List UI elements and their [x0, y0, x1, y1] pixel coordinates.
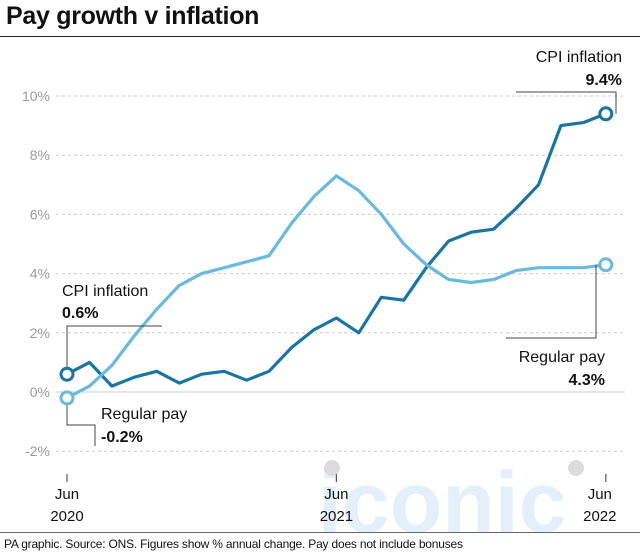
data-point	[492, 228, 495, 230]
data-point	[111, 385, 113, 387]
data-point	[223, 266, 225, 269]
footer-divider	[0, 532, 640, 533]
chart-title: Pay growth v inflation	[6, 2, 260, 30]
series-markers	[59, 106, 614, 406]
end-marker	[598, 106, 614, 122]
data-point	[313, 329, 315, 331]
data-point	[268, 255, 270, 257]
annotation-value: 0.6%	[62, 305, 98, 322]
title-divider	[0, 36, 640, 37]
annotation-leaders	[66, 91, 617, 446]
annotation-value: -0.2%	[101, 429, 143, 446]
x-tick-label: Jun	[324, 486, 348, 503]
data-point	[88, 361, 91, 364]
data-point	[268, 370, 270, 373]
data-point	[380, 213, 383, 216]
data-point	[582, 266, 585, 269]
data-point	[313, 195, 315, 198]
annotation-value: 4.3%	[569, 372, 605, 389]
gridlines	[56, 95, 625, 452]
data-point	[178, 284, 181, 287]
watermark-dot-right	[568, 460, 584, 476]
y-tick-label: 6%	[30, 206, 50, 222]
end-marker	[598, 257, 614, 273]
source-footer: PA graphic. Source: ONS. Figures show % …	[4, 537, 463, 551]
data-point	[245, 260, 248, 263]
x-tick-label: 2022	[583, 508, 616, 525]
y-tick-label: 10%	[22, 88, 50, 104]
data-point	[200, 272, 203, 275]
x-tick-label: Jun	[588, 486, 612, 503]
x-tick-label: 2020	[50, 508, 83, 525]
data-point	[178, 382, 181, 384]
annotations: CPI inflation 0.6% Regular pay -0.2% CPI inf…	[62, 49, 622, 446]
iconic-watermark: iconic	[318, 455, 584, 551]
end-marker	[59, 366, 75, 382]
data-point	[156, 370, 158, 373]
data-point	[335, 175, 338, 177]
y-tick-label: -2%	[25, 443, 50, 459]
data-point	[582, 121, 585, 124]
annotation-label: Regular pay	[519, 349, 605, 366]
data-point	[88, 385, 91, 387]
end-marker	[59, 390, 75, 406]
data-point	[156, 308, 158, 310]
data-point	[402, 299, 405, 302]
x-axis: Jun 2020 Jun 2021 Jun 2022	[50, 474, 616, 525]
data-point	[425, 263, 428, 266]
annotation-label: Regular pay	[101, 406, 187, 423]
data-point	[245, 379, 248, 381]
data-point	[335, 317, 338, 319]
data-point	[133, 334, 136, 337]
data-point	[380, 296, 383, 299]
data-point	[560, 266, 562, 269]
data-point	[358, 189, 360, 192]
data-point	[537, 266, 540, 269]
series-line-cpi	[65, 112, 608, 388]
data-point	[290, 222, 293, 225]
data-point	[133, 376, 136, 379]
data-point	[515, 269, 517, 272]
data-point	[402, 243, 405, 245]
annotation-value: 9.4%	[586, 72, 622, 89]
y-tick-label: 2%	[30, 325, 50, 341]
data-point	[223, 370, 225, 373]
y-tick-label: 0%	[30, 384, 50, 400]
annotation-leader-line	[516, 91, 617, 114]
data-point	[492, 278, 495, 281]
data-point	[358, 332, 360, 334]
annotation-label: CPI inflation	[62, 283, 148, 300]
data-point	[447, 278, 450, 281]
y-tick-label: 8%	[30, 147, 50, 163]
y-axis-ticks: -2% 0% 2% 4% 6% 8% 10%	[22, 88, 50, 459]
data-point	[425, 266, 428, 269]
annotation-label: CPI inflation	[536, 49, 622, 66]
watermark-text: iconic	[318, 455, 567, 551]
x-tick-label: 2021	[320, 508, 353, 525]
data-point	[111, 364, 113, 367]
x-tick-label: Jun	[55, 486, 79, 503]
annotation-leader-line	[66, 397, 96, 446]
data-point	[470, 281, 472, 284]
data-point	[515, 207, 517, 210]
annotation-leader-line	[506, 264, 597, 339]
annotation-leader-line	[66, 325, 162, 375]
data-point	[560, 124, 562, 127]
data-point	[470, 231, 472, 233]
data-point	[200, 373, 203, 376]
y-tick-label: 4%	[30, 266, 50, 282]
data-point	[447, 240, 450, 242]
series-lines	[65, 112, 608, 400]
watermark-dot-left	[324, 460, 340, 476]
data-point	[537, 184, 540, 186]
data-point	[290, 346, 293, 349]
